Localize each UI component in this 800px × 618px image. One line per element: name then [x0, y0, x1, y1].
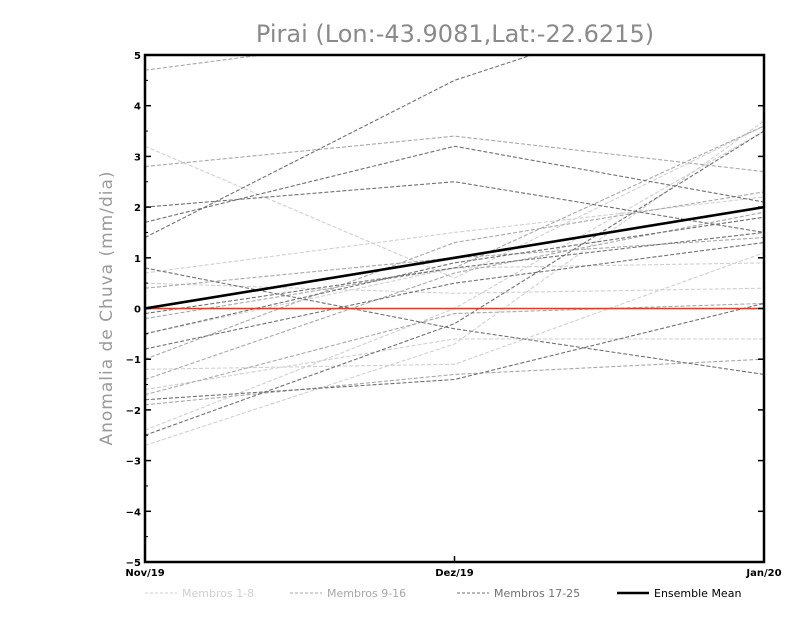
y-tick-label: 3	[134, 152, 141, 163]
member-series-line-16	[145, 302, 764, 396]
legend: Membros 1-8 Membros 9-16 Membros 17-25 Ense…	[145, 587, 741, 600]
y-tick-label: −1	[126, 355, 141, 366]
x-tick-label: Nov/19	[125, 568, 164, 579]
y-tick-label: −5	[126, 558, 141, 569]
member-series-line-12	[145, 211, 764, 381]
member-series-line-25	[145, 231, 764, 315]
member-series-line-8	[145, 338, 764, 391]
y-tick-label: 2	[134, 203, 141, 214]
y-tick-label: −3	[126, 457, 141, 468]
member-series-line-9	[145, 55, 266, 71]
member-series-line-20	[145, 267, 764, 375]
member-series-line-23	[145, 216, 764, 335]
x-tick-label: Jan/20	[745, 568, 781, 579]
member-series-line-1	[145, 125, 764, 279]
member-series-line-19	[145, 145, 764, 223]
legend-label: Membros 1-8	[182, 587, 254, 600]
member-series-line-14	[145, 358, 764, 406]
legend-label: Membros 17-25	[494, 587, 580, 600]
legend-label: Ensemble Mean	[654, 587, 741, 600]
y-axis-label: Anomalia de Chuva (mm/dia)	[97, 170, 117, 445]
member-series-line-3	[145, 130, 764, 431]
member-series-line-13	[145, 236, 764, 289]
y-tick-label: 1	[134, 254, 141, 265]
member-series-line-11	[145, 191, 764, 360]
member-series-line-6	[145, 262, 764, 335]
member-series-line-22	[145, 130, 764, 436]
member-series-line-18	[145, 181, 764, 233]
x-tick-label: Dez/19	[435, 568, 474, 579]
member-series-line-7	[145, 282, 764, 294]
member-series-line-2	[145, 120, 764, 446]
member-series-line-24	[145, 302, 764, 401]
y-tick-label: 0	[134, 305, 141, 316]
ensemble-mean-line	[145, 205, 764, 310]
member-series-line-21	[145, 242, 764, 350]
y-tick-label: 4	[134, 102, 141, 113]
member-series-line-17	[145, 55, 534, 239]
y-tick-label: −2	[126, 406, 141, 417]
plot-area	[145, 55, 764, 446]
y-tick-label: 5	[134, 51, 141, 62]
legend-label: Membros 9-16	[327, 587, 406, 600]
chart-title: Pirai (Lon:-43.9081,Lat:-22.6215)	[256, 20, 654, 48]
y-tick-label: −4	[126, 507, 141, 518]
member-series-line-10	[145, 135, 764, 173]
member-series-line-5	[145, 252, 764, 370]
member-series-line-4	[145, 196, 764, 274]
axes: −5 −4 −3 −2 −1 0 1 2 3 4 5 Nov/19 Dez/19 Jan/20	[125, 51, 781, 579]
